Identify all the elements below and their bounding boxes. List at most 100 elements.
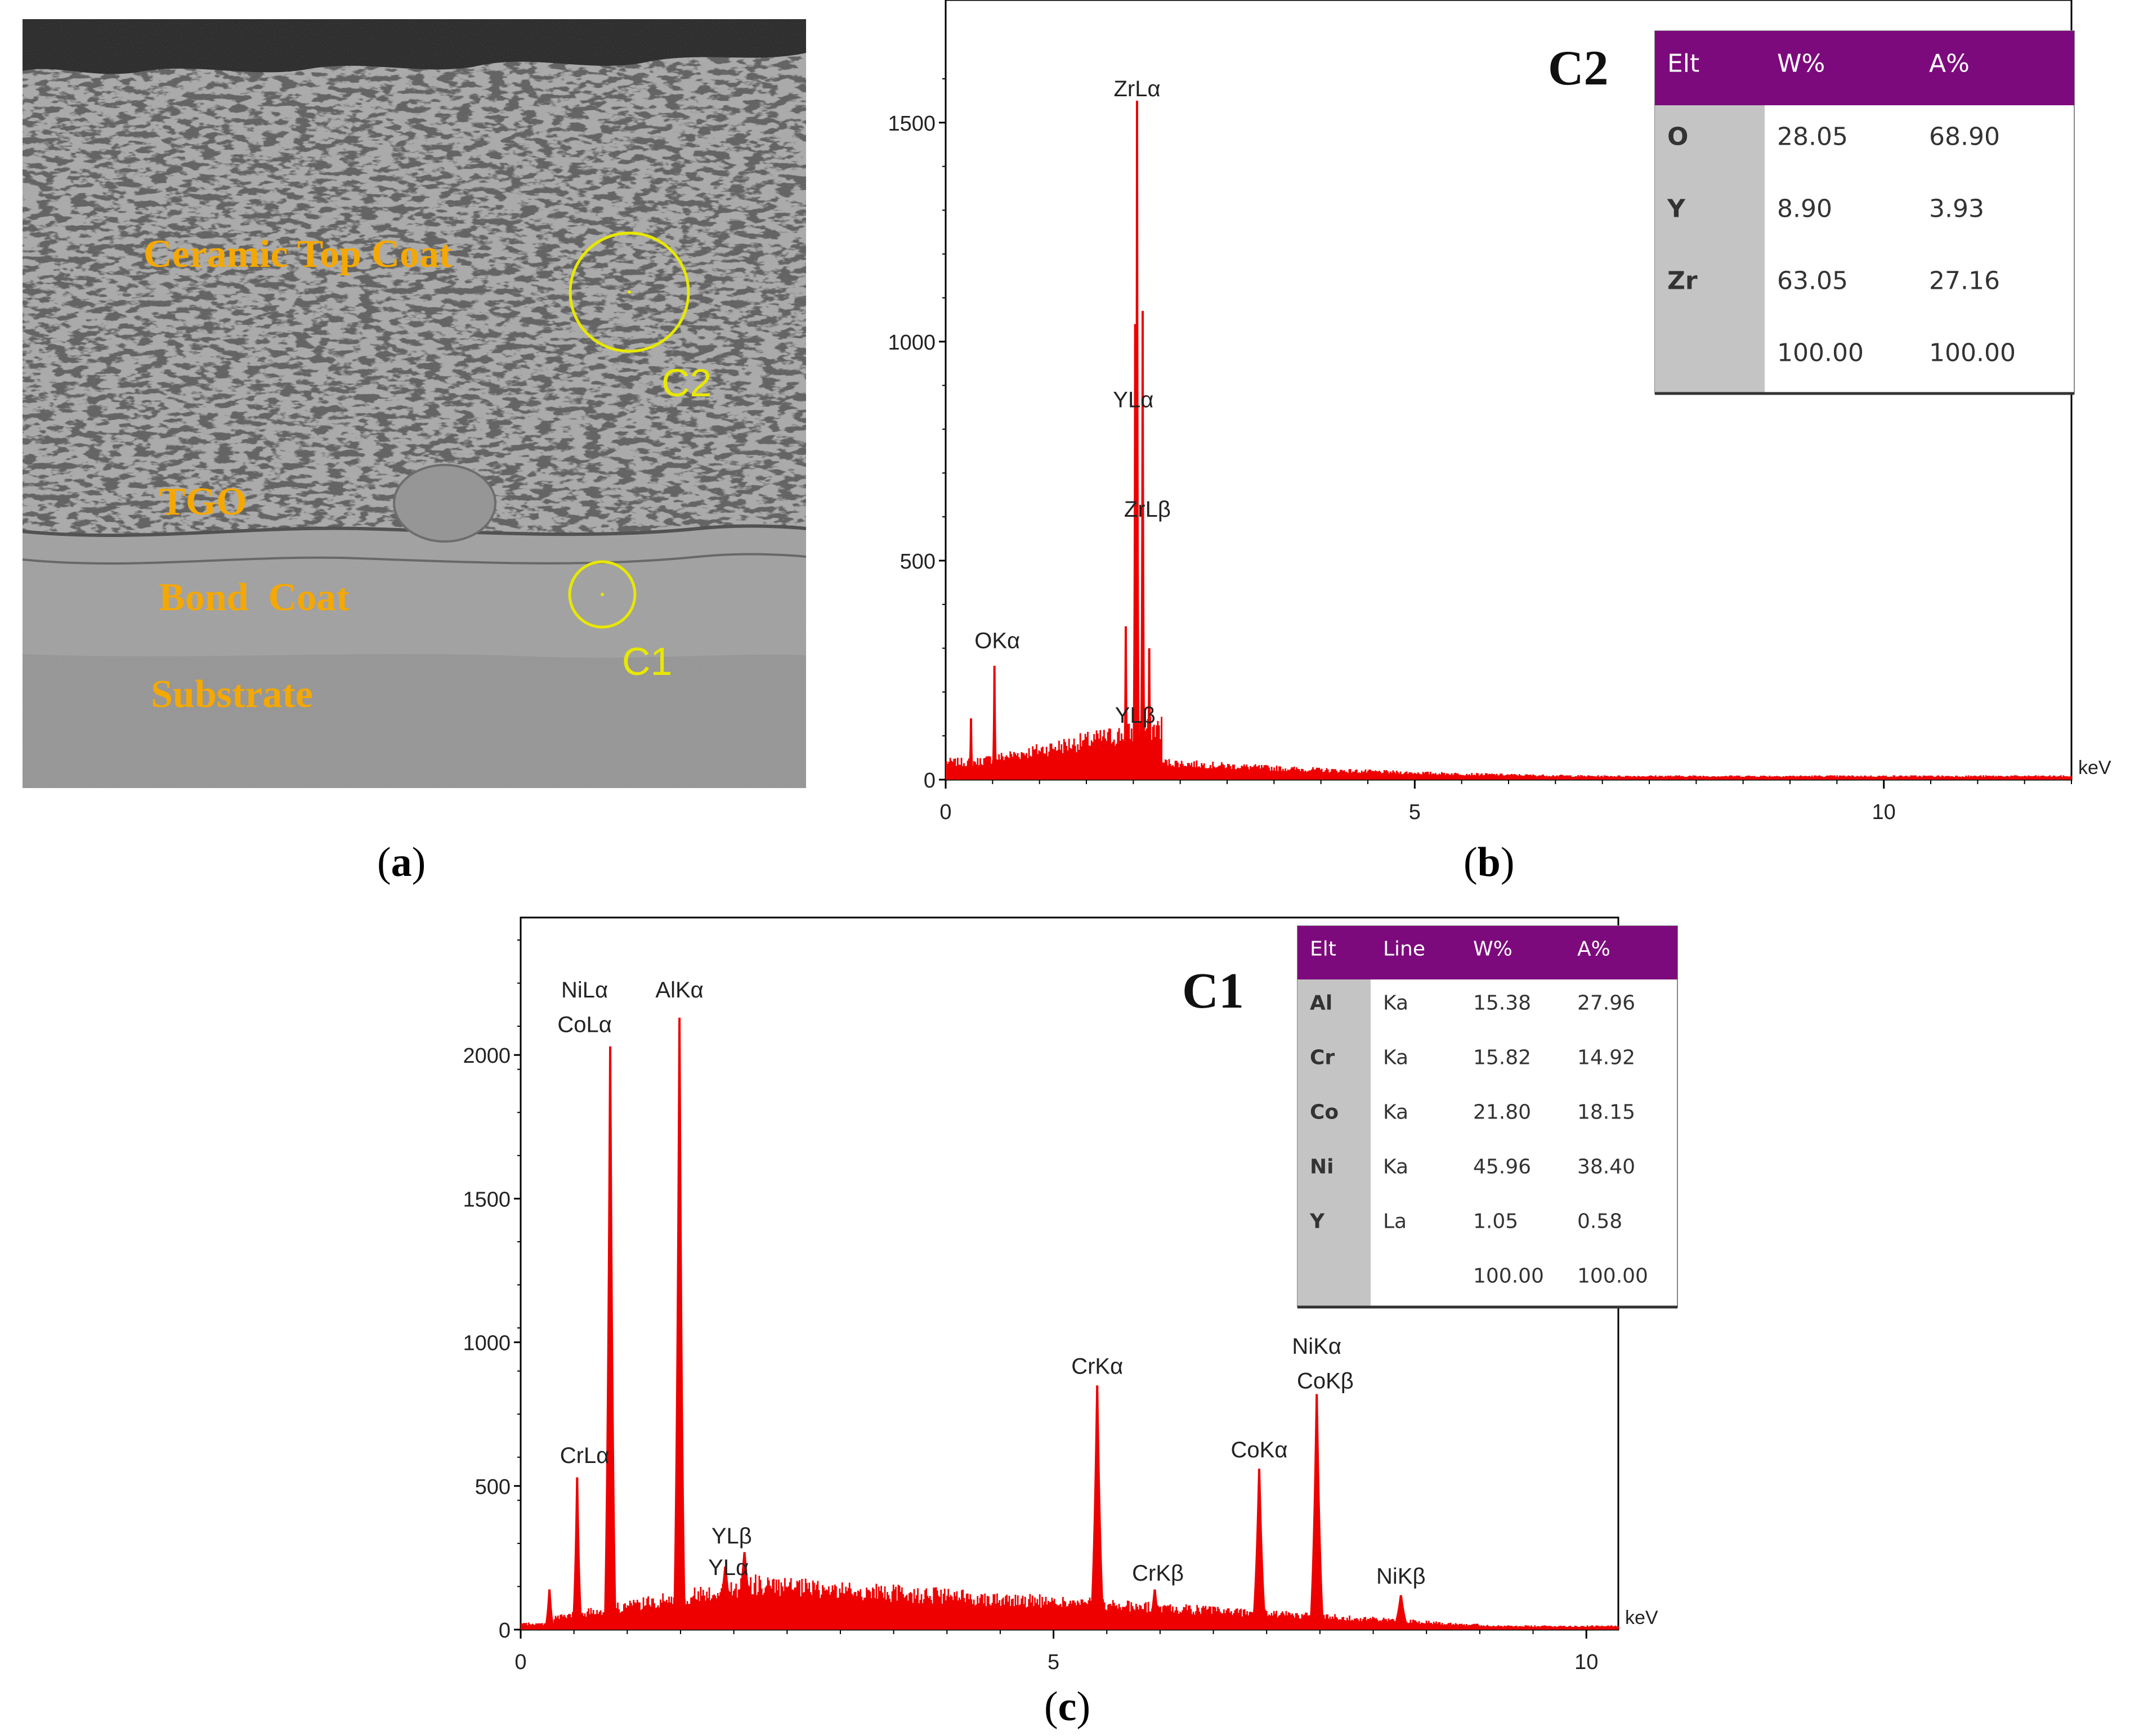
background-bin bbox=[1167, 765, 1169, 780]
table-cell: Ka bbox=[1383, 1046, 1408, 1069]
background-bin bbox=[1901, 776, 1903, 780]
background-bin bbox=[1272, 1615, 1274, 1630]
background-bin bbox=[2019, 776, 2021, 780]
background-bin bbox=[1477, 773, 1479, 780]
background-bin bbox=[665, 1600, 668, 1630]
background-bin bbox=[1285, 1610, 1287, 1630]
background-bin bbox=[1207, 1609, 1209, 1630]
peak-label: CrKβ bbox=[1132, 1561, 1184, 1586]
table-cell: 63.05 bbox=[1777, 266, 1848, 295]
background-bin bbox=[1324, 1618, 1326, 1630]
background-bin bbox=[1057, 750, 1059, 780]
background-bin bbox=[1128, 723, 1130, 780]
background-bin bbox=[1416, 1622, 1418, 1630]
background-bin bbox=[959, 764, 961, 780]
background-bin bbox=[1720, 776, 1722, 780]
background-bin bbox=[1434, 773, 1437, 780]
background-bin bbox=[1086, 1604, 1089, 1630]
background-bin bbox=[1195, 1611, 1197, 1630]
background-bin bbox=[1326, 768, 1328, 780]
background-bin bbox=[1347, 773, 1349, 780]
background-bin bbox=[1621, 776, 1623, 780]
background-bin bbox=[1880, 776, 1882, 780]
background-bin bbox=[1840, 775, 1842, 780]
background-bin bbox=[794, 1587, 796, 1630]
background-bin bbox=[1281, 771, 1283, 780]
background-bin bbox=[1936, 776, 1938, 780]
background-bin bbox=[1418, 1621, 1420, 1630]
background-bin bbox=[1652, 776, 1654, 780]
background-bin bbox=[888, 1595, 889, 1630]
background-bin bbox=[1274, 1613, 1276, 1630]
background-bin bbox=[1905, 775, 1907, 780]
background-bin bbox=[643, 1605, 646, 1630]
c1-point bbox=[601, 593, 604, 596]
background-bin bbox=[1719, 776, 1721, 780]
background-bin bbox=[1890, 776, 1892, 780]
background-bin bbox=[803, 1592, 806, 1630]
background-bin bbox=[1875, 777, 1877, 780]
background-bin bbox=[1292, 767, 1294, 780]
table-cell: 100.00 bbox=[1929, 338, 2016, 367]
background-bin bbox=[1030, 1602, 1032, 1630]
background-bin bbox=[1793, 776, 1796, 780]
background-bin bbox=[1171, 766, 1173, 780]
background-bin bbox=[1063, 1600, 1065, 1630]
background-bin bbox=[1335, 769, 1336, 780]
background-bin bbox=[1616, 1626, 1618, 1630]
background-bin bbox=[540, 1623, 542, 1630]
background-bin bbox=[998, 754, 1000, 780]
background-bin bbox=[1968, 776, 1971, 780]
background-bin bbox=[1211, 768, 1212, 780]
background-bin bbox=[985, 1606, 987, 1630]
x-tick-label: 10 bbox=[1574, 1650, 1598, 1674]
background-bin bbox=[592, 1610, 594, 1630]
peak-label: CrKα bbox=[1071, 1354, 1123, 1379]
background-bin bbox=[1466, 773, 1468, 780]
background-bin bbox=[1157, 721, 1159, 780]
background-bin bbox=[1741, 776, 1743, 780]
table-cell: Y bbox=[1309, 1210, 1325, 1233]
background-bin bbox=[802, 1592, 804, 1630]
background-bin bbox=[1295, 1613, 1297, 1630]
background-bin bbox=[1481, 773, 1483, 780]
background-bin bbox=[1383, 770, 1385, 780]
background-bin bbox=[554, 1616, 557, 1630]
background-bin bbox=[1015, 755, 1018, 780]
y-tick-label: 0 bbox=[924, 769, 936, 793]
background-bin bbox=[1328, 772, 1330, 780]
spectrum-peak bbox=[1309, 1394, 1324, 1630]
background-bin bbox=[1446, 1624, 1448, 1630]
background-bin bbox=[1983, 775, 1985, 780]
background-bin bbox=[905, 1596, 907, 1630]
background-bin bbox=[1494, 1626, 1496, 1630]
background-bin bbox=[1108, 728, 1110, 780]
background-bin bbox=[1353, 1618, 1355, 1630]
background-bin bbox=[583, 1616, 585, 1630]
background-bin bbox=[2062, 775, 2065, 780]
background-bin bbox=[1872, 776, 1874, 780]
background-bin bbox=[1458, 1623, 1460, 1630]
background-bin bbox=[1094, 739, 1097, 780]
background-bin bbox=[1234, 769, 1237, 780]
background-bin bbox=[1089, 1598, 1091, 1630]
background-bin bbox=[1211, 1613, 1213, 1630]
background-bin bbox=[1308, 770, 1310, 780]
background-bin bbox=[1547, 776, 1549, 780]
background-bin bbox=[1605, 776, 1607, 780]
background-bin bbox=[1591, 776, 1593, 780]
background-bin bbox=[873, 1589, 875, 1630]
background-bin bbox=[1230, 1611, 1232, 1630]
background-bin bbox=[997, 1603, 999, 1630]
background-bin bbox=[1010, 754, 1013, 780]
background-bin bbox=[543, 1625, 544, 1630]
background-bin bbox=[1655, 775, 1657, 780]
background-bin bbox=[940, 1589, 942, 1630]
background-bin bbox=[1099, 730, 1102, 780]
background-bin bbox=[536, 1623, 538, 1630]
background-bin bbox=[1341, 1617, 1343, 1630]
background-bin bbox=[1878, 776, 1881, 780]
background-bin bbox=[1449, 775, 1452, 780]
background-bin bbox=[1900, 775, 1902, 780]
background-bin bbox=[1951, 776, 1953, 780]
